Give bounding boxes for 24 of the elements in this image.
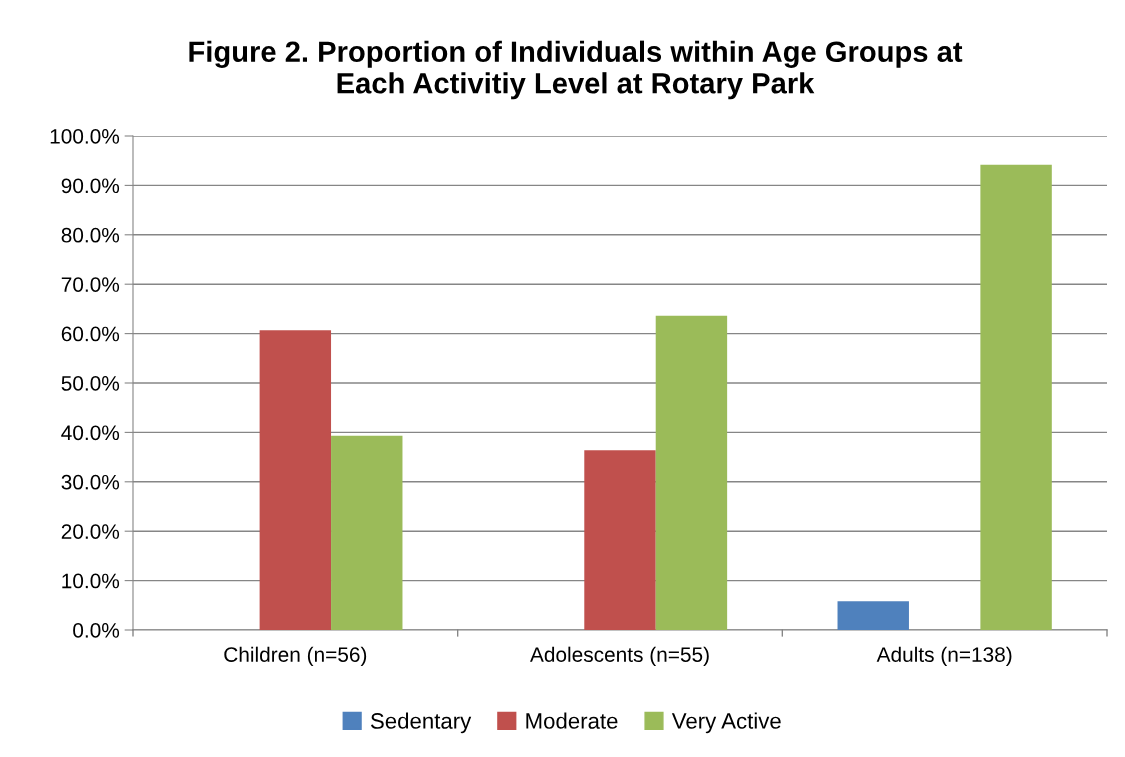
x-tick-label: Adults (n=138) xyxy=(876,646,1012,667)
bar xyxy=(331,435,403,630)
bar xyxy=(584,450,656,630)
bar xyxy=(259,330,332,630)
y-tick-label: 80.0% xyxy=(61,227,120,243)
y-tick-label: 40.0% xyxy=(61,425,120,441)
y-tick-label: 90.0% xyxy=(61,178,120,194)
y-tick-label: 0.0% xyxy=(73,623,120,638)
bar xyxy=(980,164,1052,630)
y-tick-label: 10.0% xyxy=(62,573,120,589)
legend-label: Sedentary xyxy=(370,712,472,734)
y-tick-label: 50.0% xyxy=(61,376,120,391)
legend-label: Very Active xyxy=(671,712,781,734)
legend-label: Moderate xyxy=(526,712,618,729)
chart-title: Figure 2. Proportion of Individuals within Age Groups at Each Activitiy Level at Rotary Park xyxy=(189,40,963,100)
y-tick-label: 70.0% xyxy=(61,277,120,292)
x-tick-label: Adolescents (n=55) xyxy=(530,646,709,667)
y-tick-label: 30.0% xyxy=(61,474,120,490)
y-tick-label: 60.0% xyxy=(61,326,120,342)
bar xyxy=(837,601,909,630)
y-tick-label: 20.0% xyxy=(61,524,120,539)
y-tick-label: 100.0% xyxy=(50,129,120,144)
bar xyxy=(655,315,728,630)
x-tick-label: Children (n=56) xyxy=(224,646,367,667)
